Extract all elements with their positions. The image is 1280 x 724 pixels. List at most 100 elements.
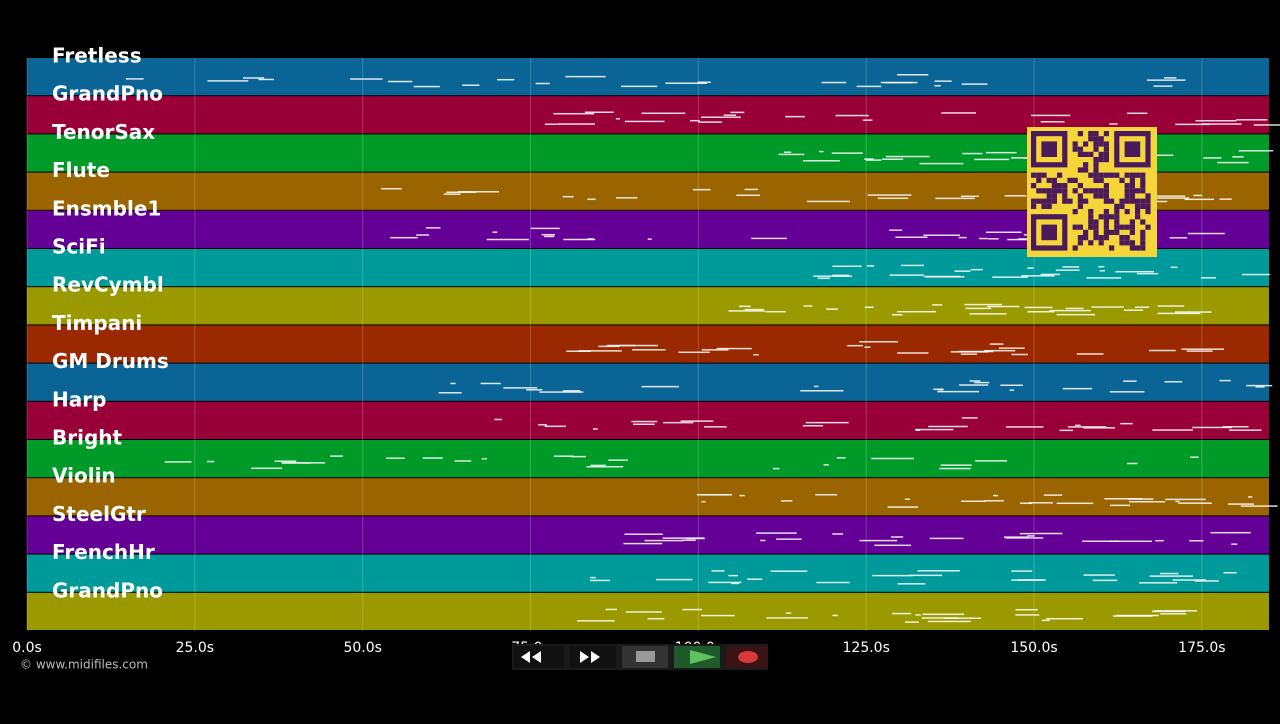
qr-module [1124,235,1130,241]
qr-module [1124,240,1130,246]
track-band [27,440,1269,478]
note [624,533,663,535]
qr-module [1129,229,1135,235]
note [1160,613,1187,615]
qr-module [1083,162,1089,168]
note [728,574,739,577]
transport-controls [512,644,768,670]
note [1015,614,1040,616]
qr-module [1077,131,1083,137]
note [965,307,992,310]
note [1028,502,1054,504]
note [698,121,722,123]
qr-module [1088,151,1094,157]
note [739,494,745,497]
note [871,457,915,460]
note [890,536,904,538]
note [934,80,952,82]
track-band [27,401,1269,439]
note [656,578,693,581]
track-label: GM Drums [52,349,169,373]
note [929,537,964,540]
track-label: Flute [52,158,110,182]
qr-module [1140,198,1146,204]
note [682,539,696,541]
qr-module [1140,245,1146,251]
qr-module [1036,198,1042,204]
note [821,81,847,84]
note [1238,150,1274,152]
note [831,152,863,154]
note [766,617,809,619]
note [1109,123,1118,125]
note [1127,112,1148,115]
note [450,382,456,385]
note [1222,425,1249,428]
note [565,75,606,78]
note [530,227,560,230]
note [711,570,725,572]
qr-module [1145,203,1151,209]
qr-module [1129,240,1135,246]
note [928,425,968,428]
note [1138,582,1178,584]
note [974,158,1010,161]
stop-icon [636,651,655,662]
note [556,123,595,125]
track-label: GrandPno [52,578,163,602]
qr-module [1077,151,1083,157]
note [1110,504,1131,507]
time-tick-label: 125.0s [843,640,890,656]
note [943,617,982,619]
note [1041,619,1050,622]
qr-module [1109,172,1115,178]
note [544,123,557,126]
note [1099,269,1105,272]
note [1104,498,1143,500]
note [974,381,990,384]
qr-module [1036,188,1042,194]
note [1049,309,1091,312]
note [960,195,979,198]
qr-module [1129,219,1135,225]
note [716,347,752,350]
note [765,310,786,313]
note [864,346,871,348]
qr-module [1098,235,1104,241]
note [590,579,611,582]
note [816,581,850,584]
qr-module [1109,198,1115,204]
note [872,574,913,577]
note [731,582,740,585]
qr-module [1103,141,1109,147]
qr-module [1109,245,1115,251]
track-band [27,58,1269,96]
note [623,542,663,545]
note [986,151,1017,154]
qr-module [1031,198,1037,204]
note [1062,266,1080,268]
note [815,494,838,496]
note [925,276,965,278]
qr-module [1103,219,1109,225]
note [1194,580,1219,582]
note [1190,456,1199,458]
note [917,570,960,572]
qr-module [1145,224,1151,230]
note [923,234,961,236]
note [904,621,919,623]
note [590,464,606,467]
note [1123,309,1144,311]
note [1200,277,1216,279]
track-label: Ensmble1 [52,196,161,220]
note [1187,232,1225,235]
note [922,613,965,616]
note [1172,579,1207,581]
note [773,467,780,470]
note [662,537,705,539]
note [708,581,742,584]
note [753,353,759,356]
qr-module [1098,136,1104,142]
track-label: Fretless [52,44,142,68]
note [778,153,805,156]
